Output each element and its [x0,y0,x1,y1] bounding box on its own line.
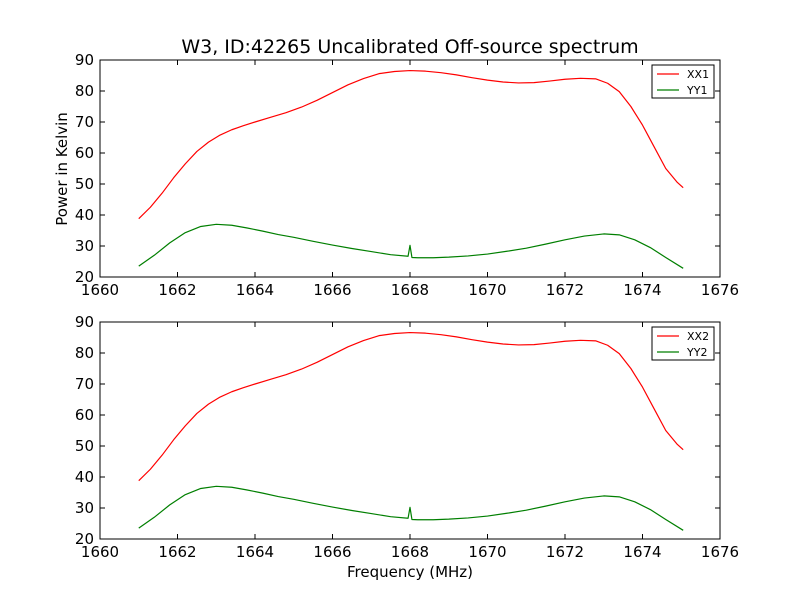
y-axis-label: Power in Kelvin [53,112,71,226]
x-tick-label: 1676 [701,543,739,561]
x-tick-label: 1672 [546,281,584,299]
chart-title: W3, ID:42265 Uncalibrated Off-source spe… [181,36,638,58]
x-tick-label: 1670 [468,543,506,561]
x-tick-label: 1660 [81,543,119,561]
x-tick-label: 1664 [236,281,274,299]
legend-label-yy2: YY2 [686,346,707,359]
y-tick-label: 40 [75,468,94,486]
y-tick-label: 20 [75,268,94,286]
series-line-xx1 [138,69,684,220]
legend-label-xx2: XX2 [687,330,709,343]
series-line-xx2 [138,331,684,482]
y-tick-label: 50 [75,437,94,455]
legend-box [651,326,715,361]
x-axis-label: Frequency (MHz) [347,563,473,581]
y-tick-label: 50 [75,175,94,193]
x-tick-label: 1672 [546,543,584,561]
x-tick-label: 1674 [623,543,661,561]
bottom-panel: 1660 1662 1664 1666 1668 1670 1672 1674 1676 20 30… [75,313,739,561]
x-tick-label: 1668 [391,281,429,299]
x-tick-label: 1662 [158,543,196,561]
x-tick-label: 1666 [313,543,351,561]
x-tick-label: 1664 [236,543,274,561]
x-tick-label: 1662 [158,281,196,299]
top-panel: 1660 1662 1664 1666 1668 1670 1672 1674 1676 20 30… [75,51,739,299]
series-line-yy1 [138,223,684,269]
x-tick-label: 1674 [623,281,661,299]
x-tick-label: 1668 [391,543,429,561]
y-tick-label: 30 [75,237,94,255]
legend-label-yy1: YY1 [686,84,707,97]
y-tick-label: 70 [75,375,94,393]
y-tick-label: 40 [75,206,94,224]
x-tick-label: 1666 [313,281,351,299]
y-tick-label: 20 [75,530,94,548]
legend-box [651,64,715,99]
x-tick-label: 1660 [81,281,119,299]
y-tick-label: 80 [75,82,94,100]
y-tick-label: 90 [75,313,94,331]
y-tick-label: 30 [75,499,94,517]
y-tick-label: 60 [75,144,94,162]
x-tick-label: 1670 [468,281,506,299]
y-tick-label: 60 [75,406,94,424]
y-tick-label: 70 [75,113,94,131]
y-tick-label: 80 [75,344,94,362]
series-line-yy2 [138,485,684,531]
y-tick-label: 90 [75,51,94,69]
legend-label-xx1: XX1 [687,68,709,81]
x-tick-label: 1676 [701,281,739,299]
